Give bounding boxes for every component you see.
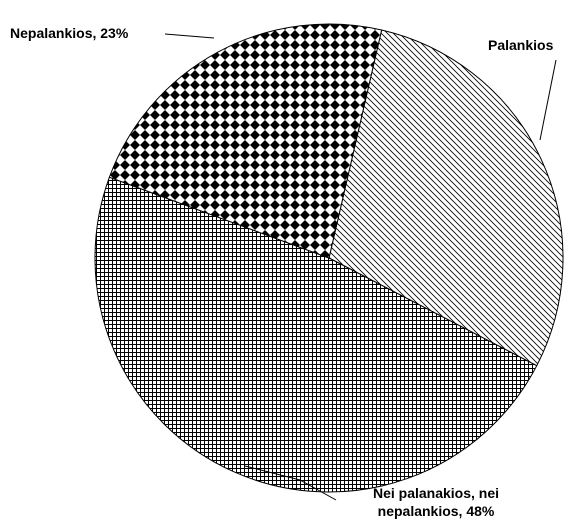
- pie-slice: [108, 23, 383, 259]
- pie-slice: [328, 29, 564, 367]
- pie-slice: [94, 176, 538, 493]
- slice-label: Nei palanakios, nei nepalankios, 48%: [372, 485, 500, 519]
- leader-line: [164, 33, 215, 39]
- slice-label: Nepalankios, 23%: [10, 25, 129, 41]
- leader-line: [539, 59, 557, 141]
- leader-line: [244, 465, 337, 501]
- slice-label: Palankios: [488, 37, 554, 53]
